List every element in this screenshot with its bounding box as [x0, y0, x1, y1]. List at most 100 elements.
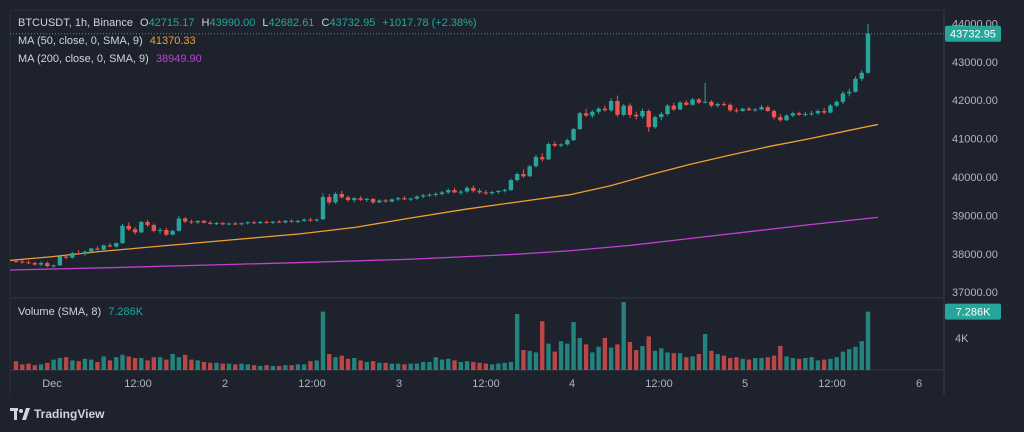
- volume-bar: [790, 358, 796, 370]
- candle-body: [859, 72, 864, 79]
- candle: [765, 105, 770, 112]
- time-axis[interactable]: Dec 12:00 2 12:00 3 12:00 4 12:00 5 12:00 6: [42, 378, 922, 390]
- ma200-label: MA (200, close, 0, SMA, 9): [18, 53, 149, 65]
- volume-bar: [51, 359, 56, 370]
- volume-bar: [659, 348, 664, 370]
- candle: [815, 109, 821, 115]
- volume-bar: [333, 357, 338, 370]
- volume-bar: [345, 358, 351, 370]
- volume-bar: [314, 360, 319, 370]
- candle-body: [352, 198, 357, 201]
- ma50-legend[interactable]: MA (50, close, 0, SMA, 9) 41370.33: [18, 35, 200, 47]
- candle-body: [702, 101, 708, 103]
- candle: [521, 169, 526, 178]
- volume-bar: [452, 360, 457, 370]
- candle-body: [233, 223, 238, 225]
- time-tick-label: 2: [222, 378, 228, 390]
- volume-bar: [245, 364, 250, 370]
- volume-bar: [477, 362, 482, 370]
- price-axis[interactable]: 44000.0043000.0042000.0041000.0040000.00…: [952, 18, 998, 345]
- volume-bar: [289, 365, 294, 370]
- time-tick-label: 6: [916, 378, 922, 390]
- tradingview-brand: TradingView: [34, 407, 105, 421]
- candle: [20, 259, 25, 264]
- candle: [295, 220, 301, 224]
- candle-body: [815, 110, 821, 114]
- volume-bar: [352, 358, 357, 370]
- ma50-value: 41370.33: [149, 35, 196, 47]
- candle-body: [502, 190, 507, 192]
- volume-bar: [753, 358, 758, 370]
- volume-bar: [339, 355, 344, 370]
- symbol-legend[interactable]: BTCUSDT, 1h, Binance O42715.17 H43990.00…: [18, 17, 481, 29]
- candle: [82, 250, 88, 256]
- candle: [301, 218, 307, 222]
- volume-bar: [95, 362, 100, 370]
- last-price-badge: [945, 25, 1001, 42]
- candle: [195, 220, 200, 224]
- volume-bar: [652, 350, 658, 370]
- candle: [327, 193, 332, 205]
- candle: [602, 105, 608, 112]
- price-tick-label: 43000.00: [952, 57, 998, 69]
- volume-bar: [696, 354, 702, 370]
- candle: [746, 106, 752, 111]
- volume-bar: [847, 349, 852, 370]
- candle: [358, 196, 363, 201]
- candle: [627, 103, 633, 118]
- candle: [352, 197, 357, 203]
- volume-bar: [157, 357, 163, 370]
- candle: [865, 23, 871, 75]
- volume-value: 7.286K: [108, 306, 144, 318]
- candle: [771, 109, 777, 120]
- volume-legend[interactable]: Volume (SMA, 8) 7.286K: [18, 306, 147, 318]
- candle-body: [489, 192, 495, 194]
- volume-bar: [859, 341, 864, 370]
- candle: [571, 127, 576, 141]
- candles-group: [13, 23, 871, 268]
- tradingview-logo[interactable]: TradingView: [10, 407, 104, 421]
- candle-body: [677, 102, 683, 110]
- candle-body: [26, 262, 31, 264]
- volume-bar: [765, 357, 770, 370]
- candle-body: [251, 222, 257, 224]
- candle-body: [82, 251, 88, 254]
- candle: [690, 97, 695, 106]
- candle: [132, 226, 138, 235]
- candle: [847, 88, 852, 97]
- candle: [790, 111, 796, 118]
- candle: [458, 190, 463, 195]
- volume-bar: [107, 360, 113, 370]
- volume-bar: [546, 343, 551, 370]
- candle-body: [264, 221, 269, 223]
- candle: [433, 192, 438, 197]
- volume-badge-text: 7.286K: [956, 307, 992, 319]
- candle: [552, 141, 557, 148]
- ma200-legend[interactable]: MA (200, close, 0, SMA, 9) 38949.90: [18, 53, 206, 65]
- candle: [621, 104, 626, 117]
- candle-body: [95, 248, 100, 250]
- candle: [333, 192, 338, 204]
- candle-body: [276, 221, 282, 223]
- volume-bar: [88, 359, 94, 370]
- candle-body: [464, 187, 470, 192]
- candle: [101, 244, 106, 251]
- open-label: O: [140, 17, 149, 29]
- candle: [258, 220, 263, 225]
- candle-body: [684, 102, 689, 105]
- candle-body: [189, 221, 194, 223]
- change-value: +1017.78 (+2.38%): [382, 17, 477, 29]
- candle-body: [640, 110, 645, 117]
- candle: [646, 109, 651, 132]
- candle: [489, 190, 495, 195]
- volume-label: Volume (SMA, 8): [18, 306, 102, 318]
- volume-bar: [496, 363, 501, 370]
- candle: [170, 230, 175, 236]
- candle-body: [784, 115, 789, 121]
- volume-bar: [746, 359, 752, 370]
- volume-bar: [283, 365, 288, 370]
- candle-body: [88, 248, 94, 252]
- candle: [383, 198, 388, 203]
- candle: [345, 195, 351, 202]
